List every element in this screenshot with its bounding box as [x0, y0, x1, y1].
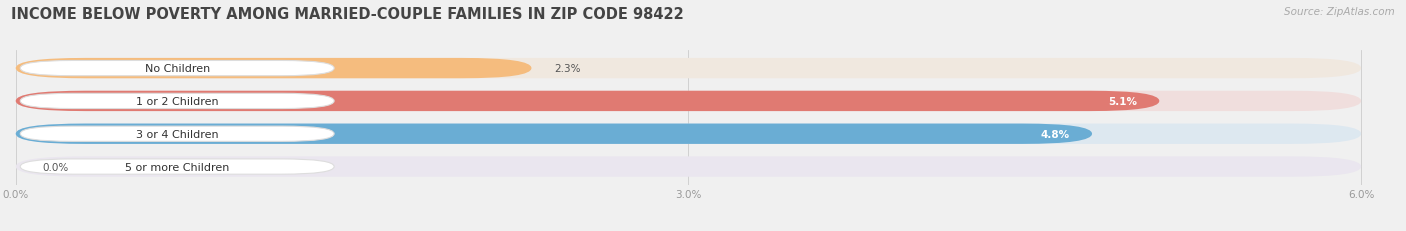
Text: 1 or 2 Children: 1 or 2 Children	[136, 97, 218, 106]
FancyBboxPatch shape	[15, 91, 1361, 112]
Text: INCOME BELOW POVERTY AMONG MARRIED-COUPLE FAMILIES IN ZIP CODE 98422: INCOME BELOW POVERTY AMONG MARRIED-COUPL…	[11, 7, 683, 22]
Text: 4.8%: 4.8%	[1040, 129, 1070, 139]
Text: 5 or more Children: 5 or more Children	[125, 162, 229, 172]
Text: Source: ZipAtlas.com: Source: ZipAtlas.com	[1284, 7, 1395, 17]
Text: 0.0%: 0.0%	[42, 162, 69, 172]
FancyBboxPatch shape	[15, 59, 1361, 79]
FancyBboxPatch shape	[20, 159, 335, 174]
Text: 3 or 4 Children: 3 or 4 Children	[136, 129, 218, 139]
FancyBboxPatch shape	[15, 91, 1160, 112]
FancyBboxPatch shape	[15, 157, 1361, 177]
Text: 2.3%: 2.3%	[554, 64, 581, 74]
FancyBboxPatch shape	[15, 124, 1361, 144]
Text: 5.1%: 5.1%	[1108, 97, 1137, 106]
FancyBboxPatch shape	[15, 59, 531, 79]
FancyBboxPatch shape	[15, 124, 1092, 144]
FancyBboxPatch shape	[20, 94, 335, 109]
FancyBboxPatch shape	[20, 127, 335, 142]
Text: No Children: No Children	[145, 64, 209, 74]
FancyBboxPatch shape	[20, 61, 335, 76]
